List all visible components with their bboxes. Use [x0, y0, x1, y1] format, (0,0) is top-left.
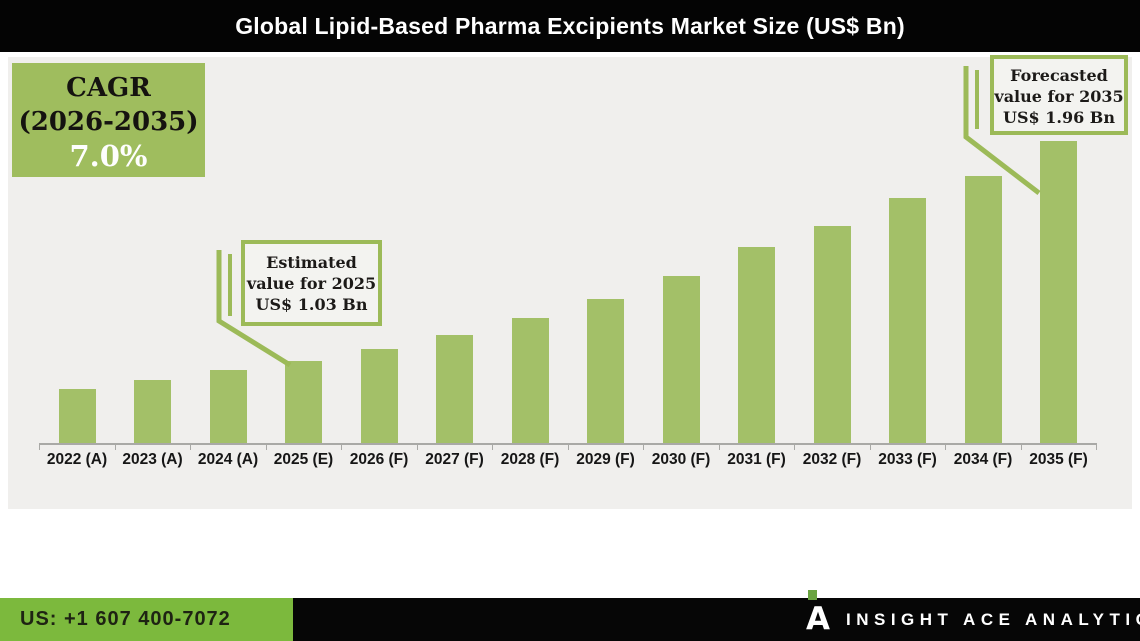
cagr-value: 7.0% [69, 139, 148, 173]
x-axis-label: 2029 (F) [576, 451, 635, 468]
callout-forecasted-value: US$ 1.96 Bn [1003, 108, 1115, 127]
bar-2030 (F) [662, 276, 700, 443]
bar-2035 (F) [1040, 141, 1077, 443]
insight-ace-logo-icon: A [800, 589, 834, 639]
phone-banner: US: +1 607 400-7072 [0, 598, 293, 641]
bar-2026 (F) [360, 349, 398, 443]
callout-estimated-line1: Estimated [266, 253, 357, 272]
x-axis-label: 2030 (F) [651, 451, 711, 468]
callout-forecasted-2035: Forecasted value for 2035 US$ 1.96 Bn [990, 55, 1128, 135]
bar-2032 (F) [813, 226, 851, 443]
x-axis-tick [1096, 443, 1098, 450]
callout-estimated-line2: value for 2025 [246, 274, 377, 293]
callout-estimated-2025: Estimated value for 2025 US$ 1.03 Bn [241, 240, 382, 326]
cagr-period: (2026-2035) [18, 107, 199, 137]
x-axis-label: 2025 (E) [273, 451, 334, 468]
x-axis-tick [945, 443, 947, 450]
contributors-strip: Market Contributors: AAK Alsiano [0, 509, 1140, 598]
bar-2031 (F) [738, 247, 775, 443]
x-axis-label: 2024 (A) [197, 451, 259, 468]
x-axis-label: 2026 (F) [349, 451, 409, 468]
callout-estimated-value: US$ 1.03 Bn [255, 295, 368, 314]
x-axis-tick [567, 443, 569, 450]
x-axis-label: 2028 (F) [500, 451, 560, 468]
bar-2027 (F) [436, 335, 473, 443]
bar-2029 (F) [587, 299, 624, 443]
x-axis-tick [341, 443, 343, 450]
x-axis-label: 2031 (F) [727, 451, 786, 468]
x-axis-line [39, 443, 1097, 445]
bar-2024 (A) [209, 370, 247, 443]
x-axis-label: 2027 (F) [425, 451, 484, 468]
insight-ace-brand: A INSIGHT ACE ANALYTIC [800, 589, 1140, 641]
x-axis-tick [492, 443, 494, 450]
insight-ace-name: INSIGHT ACE ANALYTIC [846, 609, 1140, 629]
bar-2034 (F) [964, 176, 1002, 443]
page-title: Global Lipid-Based Pharma Excipients Mar… [235, 12, 905, 39]
bar-2023 (A) [134, 380, 171, 443]
x-axis-tick [718, 443, 720, 450]
x-axis-tick [114, 443, 116, 450]
x-axis-tick [643, 443, 645, 450]
footer-bar: US: +1 607 400-7072 A INSIGHT ACE ANALYT… [0, 589, 1140, 641]
phone-number: US: +1 607 400-7072 [20, 608, 231, 630]
title-bar: Global Lipid-Based Pharma Excipients Mar… [0, 0, 1140, 52]
x-axis-tick [416, 443, 418, 450]
bar-2025 (E) [285, 361, 322, 443]
callout-forecasted-line1: Forecasted [1010, 66, 1108, 85]
x-axis-tick [265, 443, 267, 450]
cagr-box: CAGR (2026-2035) 7.0% [12, 63, 205, 177]
bar-2028 (F) [511, 318, 549, 443]
x-axis-label: 2023 (A) [122, 451, 183, 468]
x-axis-label: 2035 (F) [1029, 451, 1088, 468]
x-axis-label: 2034 (F) [953, 451, 1013, 468]
bar-2022 (A) [58, 389, 96, 443]
bar-2033 (F) [889, 198, 926, 443]
callout-forecasted-line2: value for 2035 [994, 87, 1124, 106]
x-axis-label: 2033 (F) [878, 451, 937, 468]
logo-green-square [808, 589, 817, 600]
cagr-label: CAGR [66, 73, 151, 103]
x-axis-tick [39, 443, 41, 450]
x-axis-tick [190, 443, 192, 450]
x-axis-tick [794, 443, 796, 450]
x-axis-tick [869, 443, 871, 450]
logo-letter: A [806, 600, 830, 637]
x-axis-label: 2032 (F) [802, 451, 862, 468]
x-axis-tick [1020, 443, 1022, 450]
x-axis-label: 2022 (A) [46, 451, 108, 468]
